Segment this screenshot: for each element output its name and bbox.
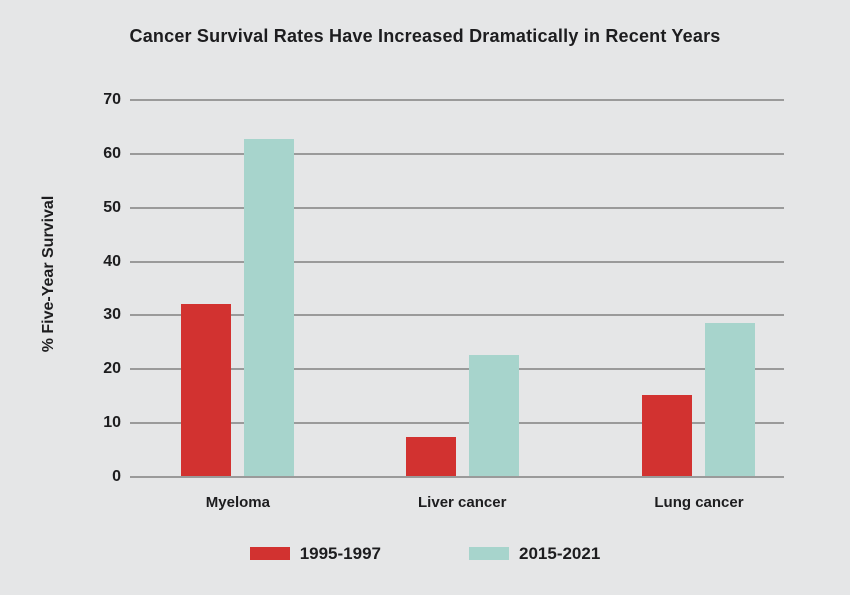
y-tick-label-50: 50 bbox=[103, 198, 121, 216]
bar-2015-2021-myeloma bbox=[244, 139, 295, 476]
legend-swatch-1995-1997 bbox=[249, 547, 290, 560]
legend-item-1995-1997: 1995-1997 bbox=[249, 544, 381, 563]
gridline-30 bbox=[130, 314, 784, 317]
y-tick-label-30: 30 bbox=[103, 306, 121, 324]
legend: 1995-1997 2015-2021 bbox=[0, 545, 850, 562]
gridline-20 bbox=[130, 368, 784, 371]
legend-item-2015-2021: 2015-2021 bbox=[469, 545, 600, 562]
y-tick-label-40: 40 bbox=[103, 252, 121, 270]
legend-swatch-2015-2021 bbox=[469, 547, 509, 560]
y-tick-label-20: 20 bbox=[103, 360, 121, 378]
y-tick-label-60: 60 bbox=[103, 144, 121, 162]
bar-1995-1997-lung-cancer bbox=[642, 395, 693, 476]
x-axis-label-lung-cancer: Lung cancer bbox=[654, 494, 744, 511]
gridline-70 bbox=[130, 99, 784, 101]
x-axis-label-liver-cancer: Liver cancer bbox=[418, 494, 507, 511]
gridline-0 bbox=[130, 476, 784, 478]
legend-label-1995-1997: 1995-1997 bbox=[299, 544, 381, 563]
y-axis-label: % Five-Year Survival bbox=[40, 195, 57, 353]
y-tick-label-70: 70 bbox=[103, 91, 121, 108]
bar-2015-2021-liver-cancer bbox=[468, 354, 519, 476]
gridline-40 bbox=[130, 260, 784, 263]
y-tick-label-0: 0 bbox=[112, 468, 121, 485]
bar-1995-1997-myeloma bbox=[181, 303, 232, 476]
y-tick-label-10: 10 bbox=[103, 414, 121, 432]
bar-2015-2021-lung-cancer bbox=[705, 322, 756, 476]
legend-label-2015-2021: 2015-2021 bbox=[519, 544, 601, 563]
gridline-10 bbox=[130, 422, 784, 425]
chart-title: Cancer Survival Rates Have Increased Dra… bbox=[129, 26, 721, 46]
gridline-50 bbox=[130, 206, 784, 209]
x-axis-label-myeloma: Myeloma bbox=[205, 494, 270, 511]
bar-1995-1997-liver-cancer bbox=[405, 437, 456, 476]
gridline-60 bbox=[130, 152, 784, 155]
plot-area: 0 10 20 30 40 50 60 70 Myeloma Liver cancer Lung c… bbox=[103, 92, 784, 511]
